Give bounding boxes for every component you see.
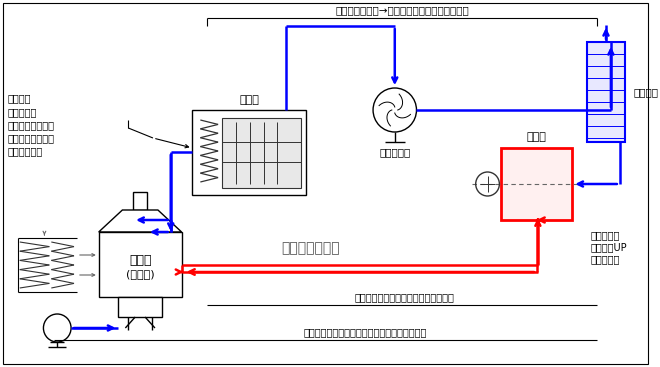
Bar: [222, 118, 301, 188]
Text: 熱交換器: 熱交換器: [634, 87, 659, 97]
Text: 乾燥熱源: 乾燥熱源: [8, 93, 32, 103]
Bar: [133, 192, 147, 210]
Text: (熱風炉): (熱風炉): [126, 269, 154, 279]
Text: 乾燥排ガス減少→脱臭炉処理量削減＝燃料削減: 乾燥排ガス減少→脱臭炉処理量削減＝燃料削減: [336, 5, 469, 15]
Text: 循環ダクト増設: 循環ダクト増設: [282, 241, 340, 255]
Polygon shape: [99, 210, 182, 232]
Text: 脱臭炉: 脱臭炉: [527, 132, 547, 142]
Text: 誘引ファン: 誘引ファン: [379, 147, 411, 157]
Text: ＝燃料削減: ＝燃料削減: [590, 254, 620, 264]
Text: 乾燥に必要な熱風量を循環ガスで補う: 乾燥に必要な熱風量を循環ガスで補う: [354, 292, 455, 302]
Text: 循環ガスが: 循環ガスが: [8, 107, 37, 117]
Text: フレッシュエア：循環ガス相当分の外気を絞る: フレッシュエア：循環ガス相当分の外気を絞る: [304, 327, 427, 337]
Text: 乾燥機: 乾燥機: [240, 95, 259, 105]
Text: 焼却バーナ燃焼量: 焼却バーナ燃焼量: [8, 133, 55, 143]
Bar: [118, 297, 162, 317]
Bar: [587, 42, 625, 142]
Bar: [99, 232, 182, 297]
Bar: [193, 110, 306, 195]
Text: を削減できる: を削減できる: [8, 146, 43, 156]
Bar: [502, 148, 572, 220]
Text: 持っている熱量分: 持っている熱量分: [8, 120, 55, 130]
Text: 焼却炉: 焼却炉: [129, 254, 151, 266]
Text: 改造により: 改造により: [590, 230, 620, 240]
Text: 混合効率UP: 混合効率UP: [590, 242, 627, 252]
